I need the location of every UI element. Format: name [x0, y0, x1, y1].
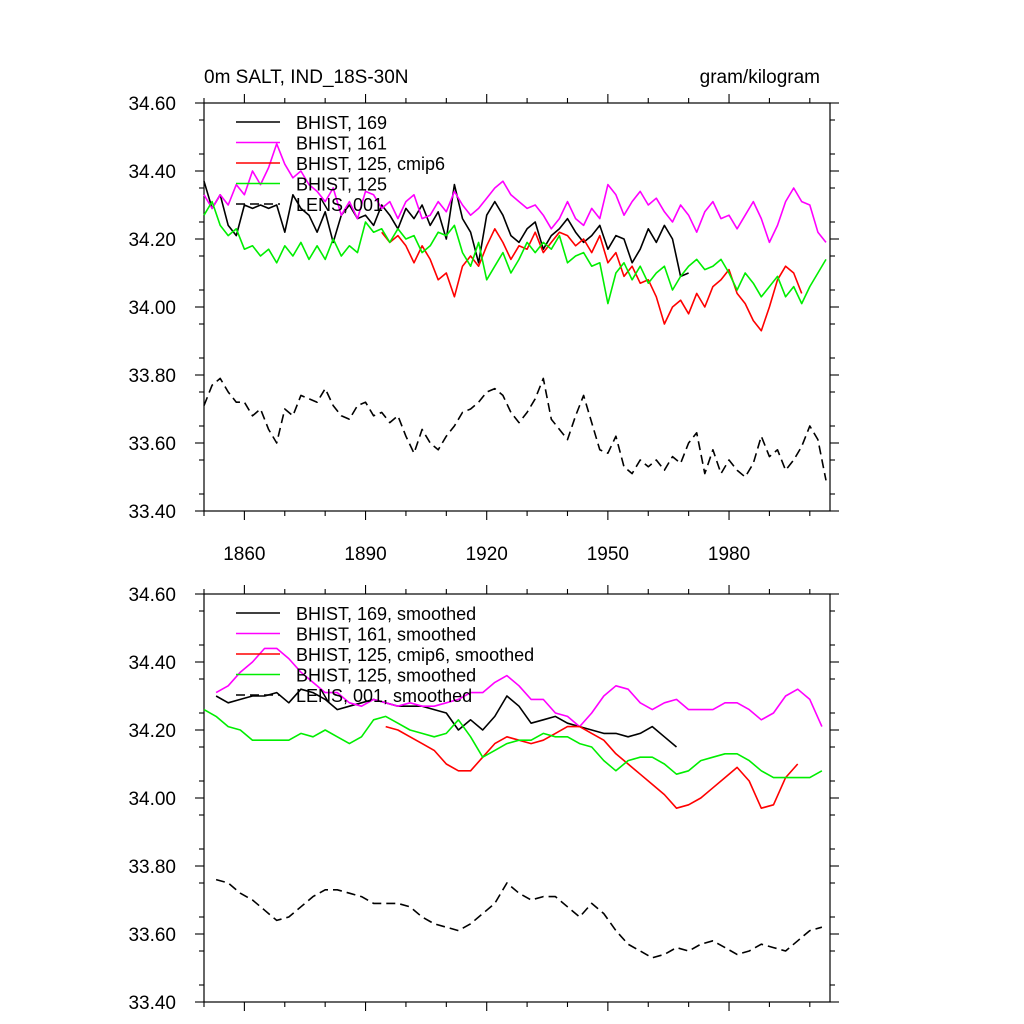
y-tick-label: 34.40	[128, 162, 176, 183]
y-tick-label: 33.40	[128, 502, 176, 523]
y-tick-label: 34.60	[128, 94, 176, 115]
x-tick-label: 1920	[466, 544, 508, 565]
series-line	[215, 647, 823, 728]
legend-label: BHIST, 169	[296, 113, 387, 133]
bottom-panel: 34.60 34.40 34.20 34.00 33.80 33.60 33.40 BHIS…	[128, 585, 839, 1014]
x-tick-labels: 1860 1890 1920 1950 1980	[223, 544, 750, 565]
y-tick-label: 34.40	[128, 653, 176, 674]
legend-label: BHIST, 125, cmip6, smoothed	[296, 645, 534, 665]
series-line	[381, 228, 803, 332]
x-tick-label: 1950	[587, 544, 629, 565]
top-panel: 0m SALT, IND_18S-30N gram/kilogram 34.60…	[128, 67, 839, 565]
series-lines	[203, 143, 827, 481]
series-line	[215, 878, 823, 959]
series-line	[203, 708, 823, 779]
y-tick-label: 34.20	[128, 230, 176, 251]
panel-title: 0m SALT, IND_18S-30N	[204, 67, 409, 88]
legend-label: BHIST, 125	[296, 175, 387, 195]
x-tick-label: 1860	[223, 544, 265, 565]
series-line	[203, 200, 827, 305]
series-line	[203, 143, 827, 244]
y-tick-labels: 34.60 34.40 34.20 34.00 33.80 33.60 33.40	[128, 94, 176, 523]
legend-label: BHIST, 161	[296, 134, 387, 154]
y-tick-label: 34.00	[128, 298, 176, 319]
legend-label: BHIST, 125, smoothed	[296, 666, 476, 686]
axis-ticks	[195, 585, 839, 1011]
y-tick-labels: 34.60 34.40 34.20 34.00 33.80 33.60 33.40	[128, 585, 176, 1014]
x-tick-label: 1980	[708, 544, 750, 565]
y-tick-label: 34.20	[128, 721, 176, 742]
y-tick-label: 33.60	[128, 434, 176, 455]
y-tick-label: 34.00	[128, 789, 176, 810]
y-tick-label: 34.60	[128, 585, 176, 606]
y-tick-label: 33.60	[128, 925, 176, 946]
y-tick-label: 33.80	[128, 366, 176, 387]
y-tick-label: 33.40	[128, 993, 176, 1014]
legend-label: BHIST, 161, smoothed	[296, 625, 476, 645]
x-tick-label: 1890	[344, 544, 386, 565]
series-lines	[203, 647, 823, 959]
legend-label: LENS, 001, smoothed	[296, 686, 472, 706]
legend-label: BHIST, 125, cmip6	[296, 154, 445, 174]
legend-label: BHIST, 169, smoothed	[296, 604, 476, 624]
series-line	[215, 688, 678, 748]
series-line	[385, 725, 799, 810]
units-label: gram/kilogram	[700, 67, 820, 88]
series-line	[203, 377, 827, 481]
series-line	[203, 180, 689, 278]
y-tick-label: 33.80	[128, 857, 176, 878]
legend-label: LENS, 001	[296, 195, 383, 215]
axis-ticks	[195, 94, 839, 520]
